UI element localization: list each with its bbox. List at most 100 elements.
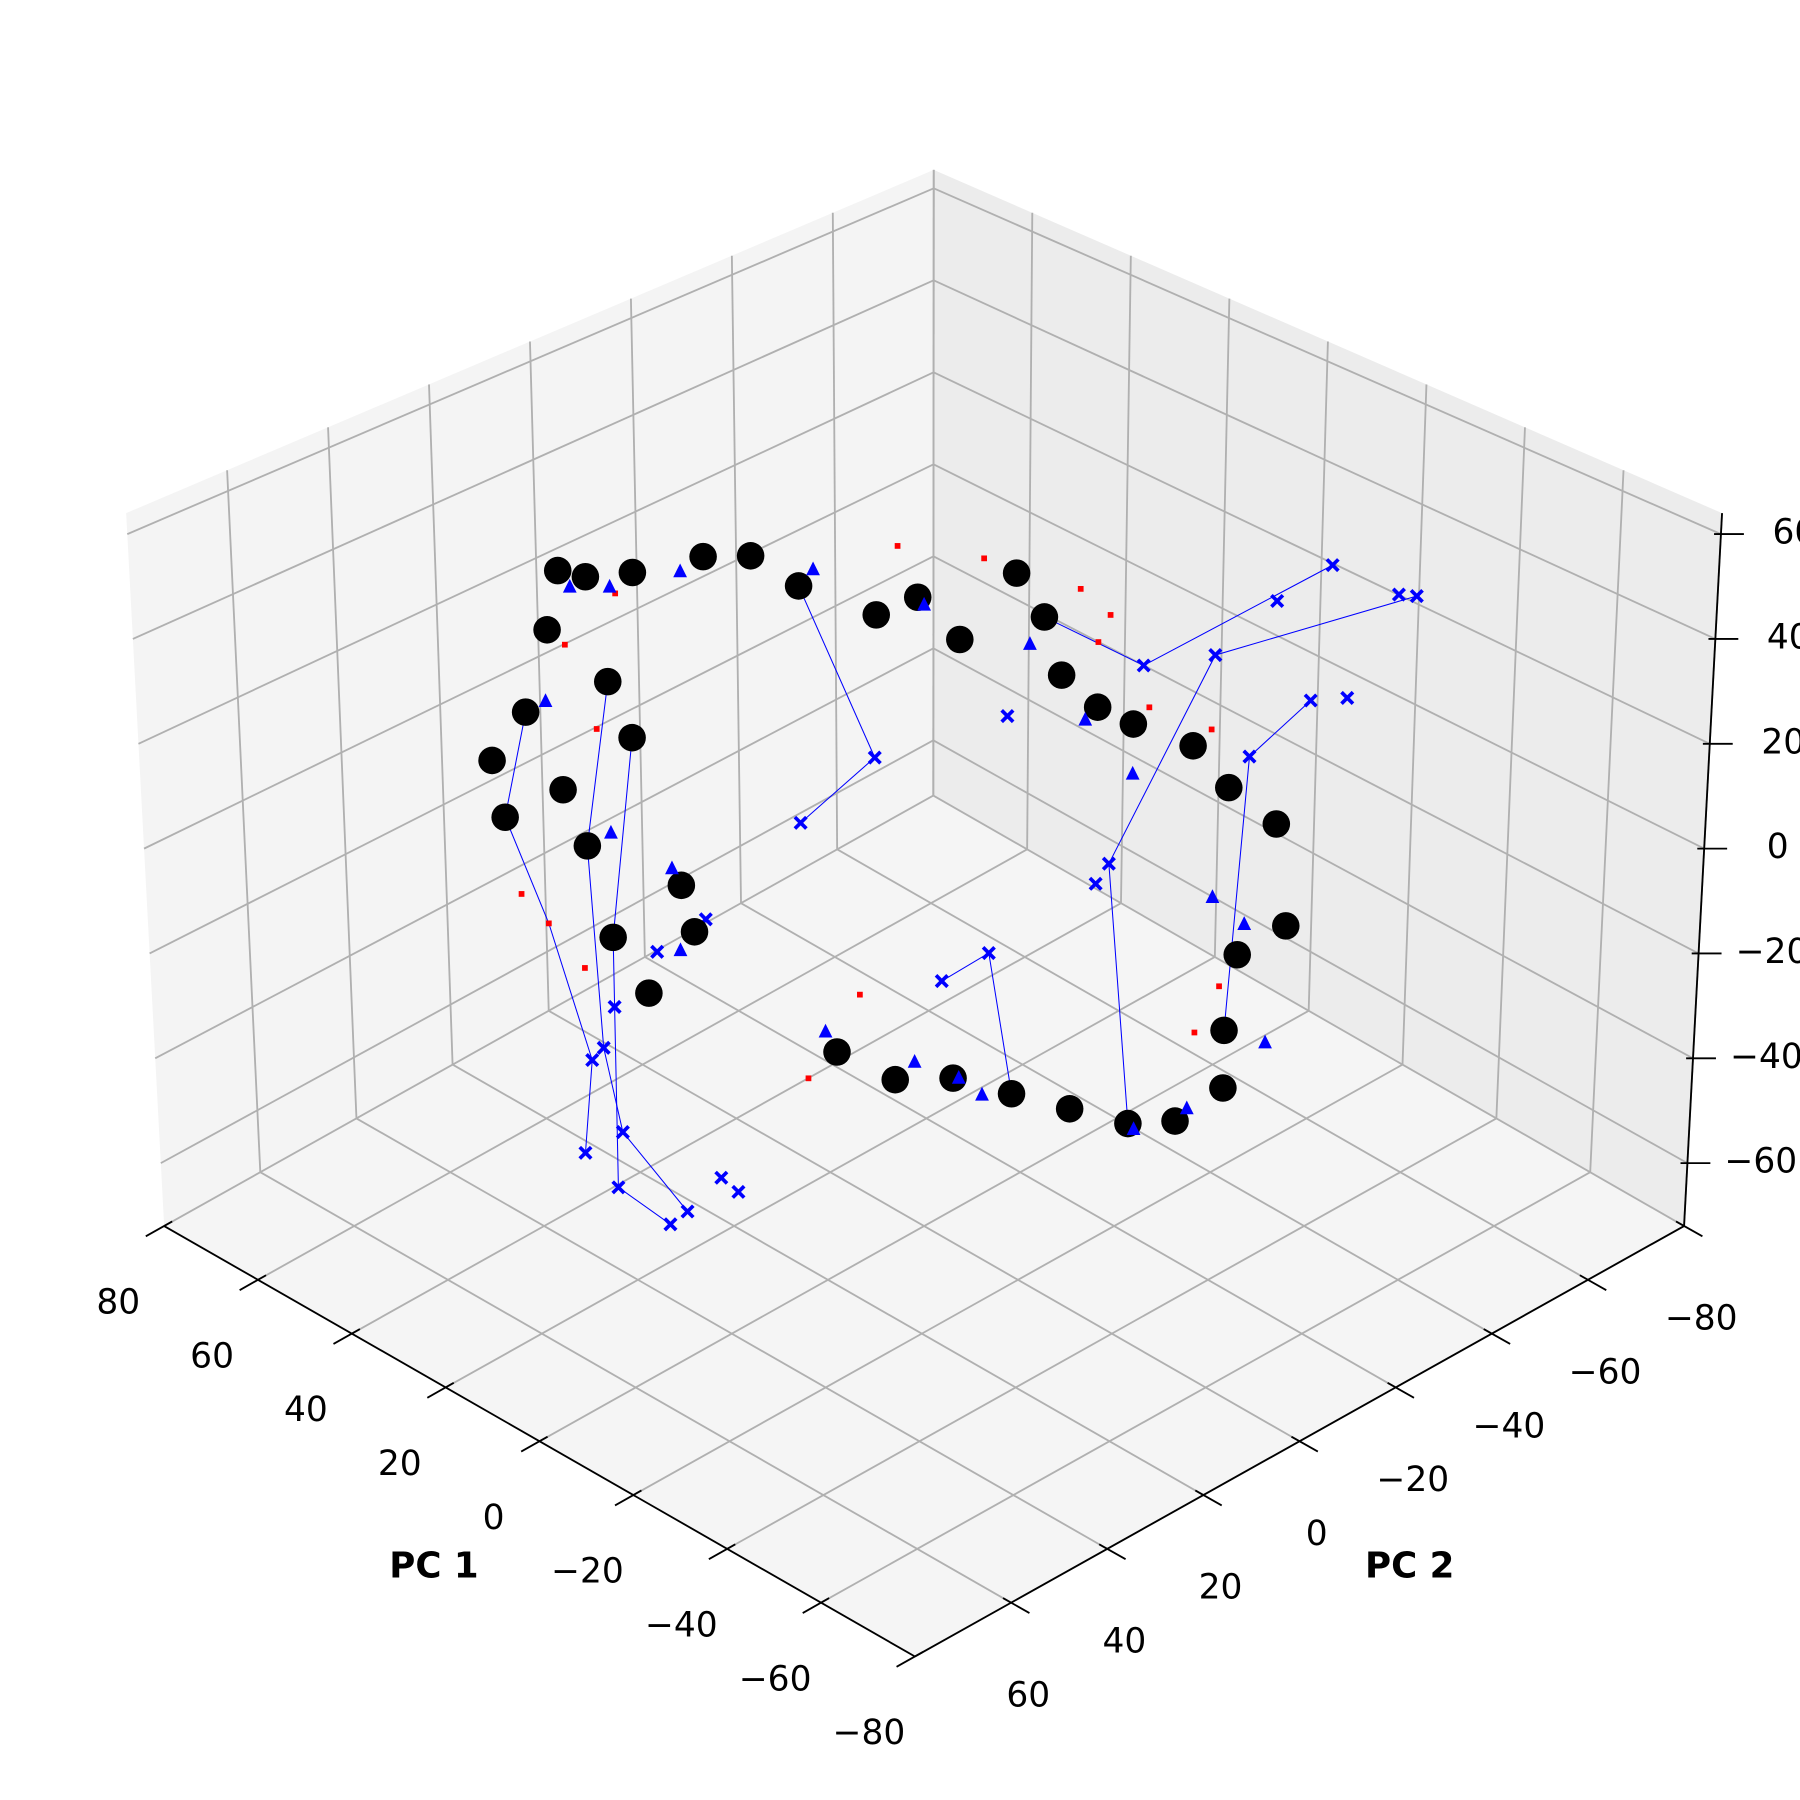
grid-line [226,470,262,1173]
circle-marker [736,542,765,570]
x-tick [520,1435,549,1453]
grid-line [1026,212,1034,850]
triangle-marker [1078,711,1093,726]
triangle-marker [917,596,931,611]
cross-marker [731,1184,746,1199]
triangle-marker [1237,916,1252,930]
grid-line [1401,384,1428,1065]
x-tick [426,1382,455,1399]
red-marker [582,965,588,971]
z-tick-label: 0 [1767,827,1789,867]
circle-marker [946,625,974,654]
circle-marker [593,667,622,696]
red-marker [1216,983,1222,990]
triangle-marker [818,1023,833,1038]
grid-line [629,298,646,957]
red-marker [612,590,619,597]
triangle-marker [975,1086,989,1101]
cross-marker [611,1180,626,1195]
circle-marker [635,979,663,1007]
y-tick [1291,1435,1319,1453]
red-marker [1095,639,1102,645]
cross-marker [981,946,996,961]
circle-marker [1272,912,1300,940]
y-tick-label: −20 [1377,1460,1450,1500]
cross-marker [1208,648,1223,663]
circle-marker [1002,559,1031,587]
x-tick-label: 80 [96,1283,140,1323]
x-tick [145,1220,173,1238]
grid-line [529,341,550,1011]
x-tick [802,1597,830,1614]
triangle-marker [538,693,553,708]
y-tick [1098,1543,1127,1561]
grid-line [644,956,1397,1389]
grid-line [1307,341,1329,1011]
triangle-marker [806,561,820,576]
y-tick [1483,1328,1511,1345]
z-tick-label: 60 [1773,513,1800,553]
circle-marker [881,1065,909,1094]
grid-line [1120,255,1132,904]
cross-marker [607,999,622,1014]
red-marker [545,920,552,927]
grid-line [126,187,935,535]
cross-marker [867,750,882,765]
red-marker [1107,612,1114,618]
circle-marker [939,1064,967,1092]
circle-marker [823,1038,851,1066]
cross-marker [1088,876,1103,891]
circle-marker [680,918,709,946]
triangle-marker [1179,1100,1194,1115]
y-tick-label: 20 [1199,1568,1243,1608]
z-tick-label: −60 [1725,1142,1798,1182]
y-axis [914,1225,1685,1658]
y-tick-label: −40 [1473,1406,1546,1446]
cross-marker [1270,593,1285,609]
cross-marker [680,1204,695,1219]
circle-marker [533,616,561,644]
x-tick [333,1328,361,1345]
y-tick [1194,1489,1223,1507]
y-tick-label: −60 [1569,1352,1642,1392]
circle-marker [1179,732,1207,760]
trajectory [1108,595,1417,1124]
circle-marker [1030,603,1059,631]
x-axis-title: PC 1 [389,1546,478,1587]
red-marker [1191,1029,1198,1036]
grid-line [730,255,742,904]
x-tick-label: 40 [284,1390,328,1430]
grid-line [149,555,934,955]
cross-marker [1325,558,1340,573]
cross-marker [585,1052,600,1068]
grid-line [933,371,1711,745]
cross-marker [615,1125,630,1140]
circle-marker [618,558,647,587]
y-tick-label: 0 [1306,1514,1328,1554]
y-tick-label: −80 [1665,1299,1738,1339]
circle-marker [511,698,540,726]
circle-marker [571,562,600,591]
circle-marker [599,923,627,952]
x-axis [163,1225,916,1658]
red-marker [1077,586,1084,592]
grid-line [132,279,935,640]
circle-marker [862,601,890,629]
y-axis-title: PC 2 [1365,1546,1454,1587]
grid-line [143,463,934,850]
grid-line [1495,427,1526,1119]
cross-marker [793,815,808,830]
y-tick-label: 40 [1103,1622,1147,1662]
x-tick-label: 60 [190,1336,234,1376]
grid-line [932,739,1688,1164]
red-marker [593,726,600,732]
x-tick-label: −40 [645,1605,718,1645]
circle-marker [543,556,572,585]
grid-line [160,739,934,1164]
grid-line [831,212,839,850]
triangle-marker [665,860,679,875]
triangle-marker [1126,1121,1141,1136]
grid-line [1213,298,1231,957]
circle-marker [1083,693,1112,721]
